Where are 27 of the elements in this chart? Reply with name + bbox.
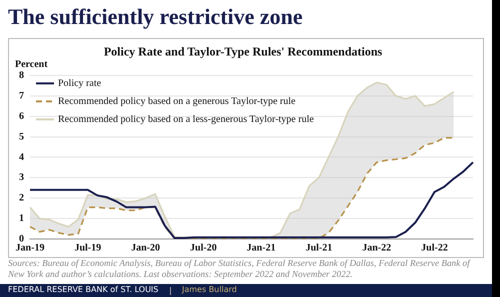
y-tick-label: 7 xyxy=(19,90,24,102)
source-note: Sources: Bureau of Economic Analysis, Bureau of Labor Statistics, Federal Reserve Bank of Dallas, Federal Reserve Bank of New York and author’s calculations. Last observations: September 2022 and November 2022. xyxy=(8,258,472,280)
y-tick-label: 1 xyxy=(19,213,24,224)
y-tick-label: 3 xyxy=(19,172,24,184)
x-tick-label: Jan-22 xyxy=(362,242,392,254)
x-tick-label: Jul-19 xyxy=(74,242,102,254)
y-axis-title: Percent xyxy=(15,58,48,70)
y-tick-label: 4 xyxy=(19,152,24,163)
text: FEDERAL RESERVE BANK of ST. LOUIS xyxy=(8,285,158,294)
x-tick-label: Jul-20 xyxy=(190,242,217,254)
y-tick-label: 2 xyxy=(19,192,24,204)
y-tick-label: 6 xyxy=(19,110,24,122)
legend-label: Policy rate xyxy=(58,78,102,90)
x-tick-label: Jul-22 xyxy=(421,242,448,254)
x-tick-label: Jan-19 xyxy=(16,242,44,254)
x-tick-label: Jan-20 xyxy=(131,242,160,254)
x-tick-label: Jul-21 xyxy=(306,242,332,254)
text: James Bullard xyxy=(182,285,237,294)
legend-label: Recommended policy based on a generous Taylor-type rule xyxy=(58,96,296,108)
y-tick-label: 8 xyxy=(19,70,24,81)
line-series xyxy=(29,136,455,239)
y-tick-label: 5 xyxy=(19,131,24,142)
chart-subtitle: Policy Rate and Taylor-Type Rules' Recommendations xyxy=(104,44,382,58)
legend-label: Recommended policy based on a less-generous Taylor-type rule xyxy=(58,114,314,126)
y-tick-label: 0 xyxy=(19,234,24,245)
chart-title: The sufficiently restrictive zone xyxy=(8,4,303,30)
x-tick-label: Jan-21 xyxy=(246,242,276,254)
